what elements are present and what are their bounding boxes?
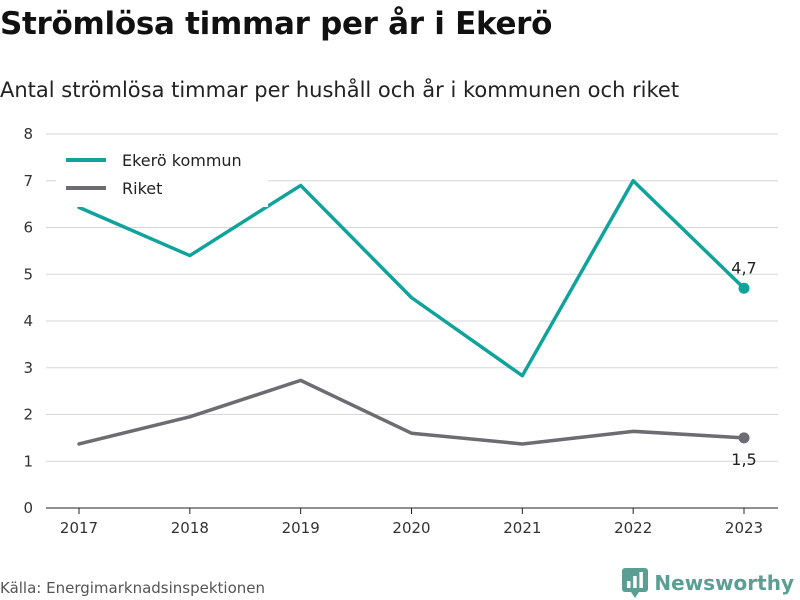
x-tick-label: 2021: [503, 519, 541, 537]
end-value-label: 1,5: [731, 450, 756, 469]
chart-subtitle: Antal strömlösa timmar per hushåll och å…: [0, 78, 680, 102]
x-tick-label: 2020: [392, 519, 430, 537]
x-tick-label: 2023: [725, 519, 763, 537]
x-tick-label: 2018: [171, 519, 209, 537]
brand-logo[interactable]: Newsworthy: [622, 568, 794, 598]
legend-label: Ekerö kommun: [122, 151, 242, 170]
y-tick-label: 6: [23, 219, 33, 237]
series-end-point: [738, 282, 750, 294]
x-tick-label: 2019: [282, 519, 320, 537]
y-tick-label: 7: [23, 172, 33, 190]
chart-title: Strömlösa timmar per år i Ekerö: [0, 6, 553, 42]
y-tick-label: 3: [23, 359, 33, 377]
y-tick-label: 0: [23, 499, 33, 517]
source-note: Källa: Energimarknadsinspektionen: [0, 579, 266, 597]
series-layer: 4,7 1,5: [77, 179, 757, 469]
legend: Ekerö kommun Riket: [56, 145, 268, 207]
x-tick-label: 2017: [60, 519, 98, 537]
grid-lines: [46, 133, 778, 462]
newsworthy-logo-icon: [622, 568, 649, 598]
axes: 0 1 2 3 4 5 6 7 8 2017 2018 2019 2020 2021 2022 2023: [23, 125, 778, 537]
brand-name: Newsworthy: [654, 571, 794, 595]
y-tick-label: 2: [23, 406, 33, 424]
line-chart: 0 1 2 3 4 5 6 7 8 2017 2018 2019 2020 2021 2022 2023 4,…: [23, 125, 778, 537]
series-line-riket: [77, 378, 746, 446]
end-value-label: 4,7: [731, 258, 756, 277]
y-tick-label: 4: [23, 312, 33, 330]
x-tick-label: 2022: [614, 519, 652, 537]
y-tick-label: 8: [23, 125, 33, 143]
legend-label: Riket: [122, 179, 162, 198]
y-tick-label: 1: [23, 452, 33, 470]
y-tick-label: 5: [23, 265, 33, 283]
series-line-ekero: [77, 179, 746, 378]
series-end-point: [738, 432, 750, 444]
legend-background: [56, 145, 268, 207]
